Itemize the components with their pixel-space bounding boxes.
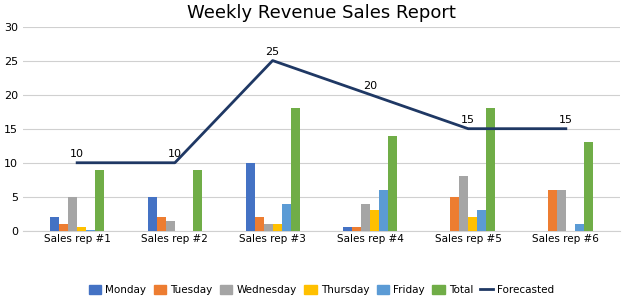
Forecasted (562, 127, 570, 131)
Forecasted (464, 127, 472, 131)
Forecasted (171, 161, 178, 165)
Bar (95, 170, 104, 231)
Bar (468, 217, 477, 231)
Bar (281, 204, 291, 231)
Forecasted (74, 161, 81, 165)
Bar (246, 163, 255, 231)
Bar (353, 227, 361, 231)
Bar (584, 142, 593, 231)
Bar (77, 227, 86, 231)
Bar (477, 210, 486, 231)
Bar (371, 210, 379, 231)
Bar (148, 197, 157, 231)
Bar (379, 190, 388, 231)
Bar (193, 170, 202, 231)
Bar (548, 190, 557, 231)
Bar (166, 221, 175, 231)
Forecasted (367, 93, 374, 96)
Title: Weekly Revenue Sales Report: Weekly Revenue Sales Report (187, 4, 456, 22)
Forecasted (269, 59, 276, 62)
Bar (575, 224, 584, 231)
Bar (157, 217, 166, 231)
Text: 10: 10 (168, 149, 182, 159)
Bar (450, 197, 459, 231)
Text: 10: 10 (70, 149, 84, 159)
Bar (273, 224, 281, 231)
Line: Forecasted: Forecasted (77, 61, 566, 163)
Bar (291, 108, 300, 231)
Bar (68, 197, 77, 231)
Bar (459, 176, 468, 231)
Text: 15: 15 (559, 115, 573, 125)
Bar (388, 136, 397, 231)
Bar (51, 217, 59, 231)
Bar (343, 227, 353, 231)
Text: 15: 15 (461, 115, 475, 125)
Legend: Monday, Tuesday, Wednesday, Thursday, Friday, Total, Forecasted: Monday, Tuesday, Wednesday, Thursday, Fr… (85, 281, 558, 296)
Text: 25: 25 (266, 47, 280, 57)
Bar (486, 108, 495, 231)
Bar (59, 224, 68, 231)
Text: 20: 20 (363, 81, 378, 91)
Bar (255, 217, 264, 231)
Bar (264, 224, 273, 231)
Bar (86, 229, 95, 231)
Bar (361, 204, 371, 231)
Bar (557, 190, 566, 231)
